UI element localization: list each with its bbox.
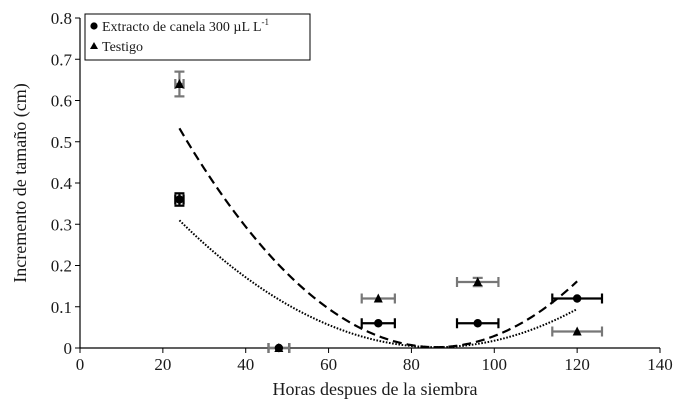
legend-entry-control: Testigo	[102, 40, 143, 55]
x-tick-label: 100	[482, 355, 508, 374]
x-axis-label: Horas despues de la siembra	[273, 379, 478, 399]
y-axis-label: Incremento de tamaño (cm)	[10, 83, 31, 282]
data-point-extract	[175, 195, 184, 204]
y-tick-label: 0.7	[51, 50, 73, 69]
data-point-extract	[572, 294, 582, 303]
x-tick-label: 120	[564, 355, 590, 374]
x-tick-label: 140	[647, 355, 673, 374]
legend-entry-extract-text: Extracto de canela 300 µL L	[102, 20, 262, 35]
y-tick-label: 0.1	[51, 298, 72, 317]
data-point-control	[572, 326, 582, 336]
legend: Extracto de canela 300 µL L-1 Testigo	[84, 13, 311, 61]
x-tick-label: 0	[76, 355, 85, 374]
legend-marker-circle	[90, 22, 98, 30]
data-point-extract	[473, 319, 482, 328]
trend-line-extract	[178, 219, 578, 349]
data-point-control	[274, 343, 284, 352]
y-tick-label: 0.4	[51, 174, 73, 193]
y-tick-label: 0.6	[51, 92, 72, 111]
axes: 0 20 40 60 80 100 120 140 0 0.1 0.2 0.3 0.4 0.5 0.6 0.7…	[51, 9, 673, 374]
x-tick-label: 60	[320, 355, 337, 374]
legend-entry-extract-superscript: -1	[262, 17, 270, 27]
y-tick-label: 0.3	[51, 215, 72, 234]
x-tick-label: 80	[403, 355, 420, 374]
legend-entry-extract: Extracto de canela 300 µL L-1	[102, 17, 269, 35]
data-point-extract	[374, 319, 383, 328]
y-tick-label: 0	[64, 339, 73, 358]
y-tick-label: 0.8	[51, 9, 72, 28]
data-point-control	[473, 277, 483, 286]
trend-line-control	[178, 127, 578, 349]
trend-lines	[178, 127, 578, 349]
data-point-control	[373, 293, 383, 303]
x-tick-label: 40	[237, 355, 254, 374]
legend-marker-triangle	[90, 42, 98, 49]
legend-box	[84, 13, 311, 61]
data-points	[174, 79, 582, 353]
data-point-control	[174, 79, 184, 88]
y-tick-label: 0.5	[51, 133, 72, 152]
error-bars	[174, 70, 604, 353]
y-tick-label: 0.2	[51, 257, 72, 276]
x-tick-label: 20	[154, 355, 171, 374]
